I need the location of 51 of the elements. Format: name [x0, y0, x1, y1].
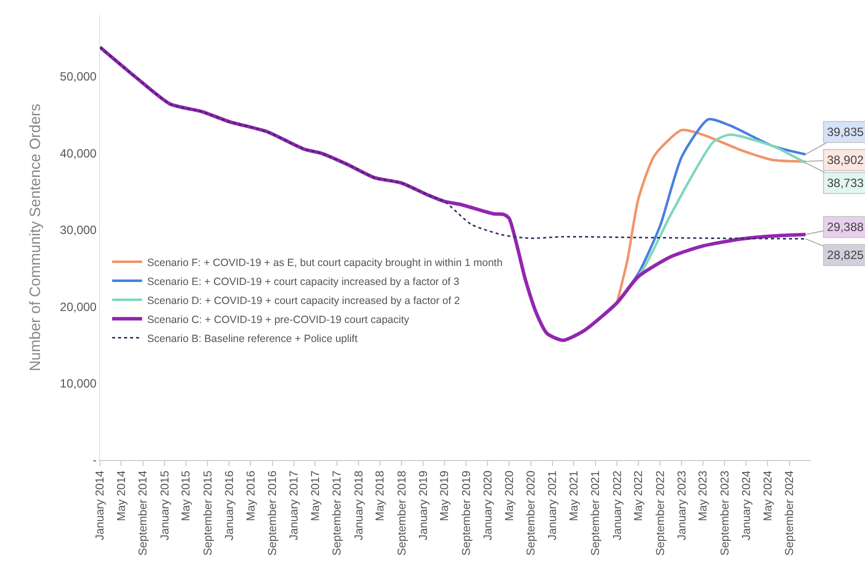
x-tick-label: January 2019: [418, 470, 430, 540]
legend-label: Scenario E: + COVID-19 + court capacity increased by a factor of 3: [147, 276, 460, 288]
x-tick-label: May 2015: [180, 470, 193, 522]
x-tick-label: September 2014: [138, 470, 150, 556]
x-tick-label: January 2020: [482, 470, 494, 540]
x-tick-label: January 2016: [224, 470, 236, 540]
y-tick-label: 50,000: [60, 70, 97, 84]
line-series: [100, 46, 806, 240]
legend-label: Scenario C: + COVID-19 + pre-COVID-19 court capacity: [147, 314, 410, 326]
x-tick-label: May 2018: [374, 470, 386, 522]
x-tick-label: September 2019: [460, 470, 473, 556]
x-tick-label: May 2016: [245, 470, 258, 522]
data-label: 39,835: [827, 125, 864, 139]
data-label: 29,388: [827, 220, 864, 234]
x-tick-label: May 2017: [310, 470, 322, 522]
y-tick-label: 10,000: [60, 376, 97, 390]
data-label: 38,733: [827, 176, 864, 190]
x-tick-label: January 2015: [159, 470, 172, 540]
y-tick-label: 20,000: [60, 300, 97, 314]
x-tick-label: September 2017: [332, 470, 344, 556]
x-tick-label: January 2022: [612, 470, 624, 540]
legend-label: Scenario F: + COVID-19 + as E, but court capacity brought in within 1 month: [147, 256, 503, 269]
y-tick-label: 30,000: [60, 223, 97, 238]
x-tick-label: May 2014: [116, 470, 128, 522]
x-tick-label: May 2021: [568, 470, 580, 522]
legend-label: Scenario D: + COVID-19 + court capacity increased by a factor of 2: [147, 294, 460, 307]
x-tick-label: September 2023: [719, 470, 732, 556]
x-tick-label: May 2022: [633, 470, 646, 522]
x-tick-label: September 2020: [526, 470, 538, 556]
x-tick-label: September 2024: [784, 470, 796, 556]
x-tick-label: September 2018: [396, 470, 408, 556]
x-tick-label: May 2020: [504, 470, 516, 522]
x-tick-label: January 2018: [353, 470, 366, 540]
x-tick-label: January 2023: [676, 470, 688, 540]
y-tick-label: -: [92, 453, 97, 468]
x-tick-label: January 2017: [288, 470, 301, 540]
legend-label: Scenario B: Baseline reference + Police uplift: [147, 332, 358, 345]
data-label: 38,902: [827, 153, 864, 167]
x-tick-label: January 2014: [94, 470, 107, 540]
x-tick-label: May 2024: [762, 470, 774, 522]
x-tick-label: September 2021: [590, 470, 602, 556]
x-tick-label: September 2015: [202, 470, 214, 556]
x-tick-label: January 2021: [547, 470, 560, 540]
x-tick-label: January 2024: [740, 470, 753, 540]
y-tick-label: 40,000: [60, 146, 97, 160]
data-label: 28,825: [827, 248, 864, 262]
y-axis-title: Number of Community Sentence Orders: [27, 104, 44, 372]
x-tick-label: May 2023: [698, 470, 710, 522]
x-tick-label: September 2016: [267, 470, 280, 556]
x-tick-label: September 2022: [654, 470, 667, 556]
x-tick-label: May 2019: [439, 470, 452, 522]
